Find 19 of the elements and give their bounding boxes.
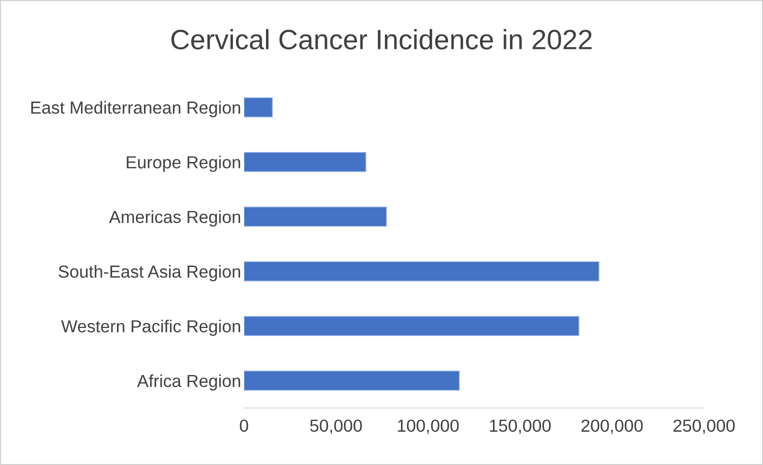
x-tick-label: 50,000 bbox=[310, 420, 362, 434]
y-tick-label: Americas Region bbox=[109, 210, 240, 227]
y-tick-label: East Mediterranean Region bbox=[31, 101, 240, 118]
x-tick-label: 100,000 bbox=[398, 420, 459, 434]
bar bbox=[244, 206, 387, 227]
y-tick-label: Western Pacific Region bbox=[61, 320, 240, 336]
y-tick-label: South-East Asia Region bbox=[58, 265, 240, 282]
x-tick-label: 150,000 bbox=[490, 420, 551, 434]
bar bbox=[244, 316, 580, 336]
y-tick-label: Africa Region bbox=[137, 374, 240, 391]
x-tick-label: 200,000 bbox=[582, 420, 643, 434]
bar bbox=[244, 370, 460, 391]
bar bbox=[244, 97, 273, 118]
bar bbox=[244, 152, 366, 172]
x-tick-label: 250,000 bbox=[674, 420, 735, 434]
y-tick-label: Europe Region bbox=[126, 156, 240, 172]
bar bbox=[244, 261, 600, 282]
x-tick-label: 0 bbox=[240, 420, 248, 432]
chart-title: Cervical Cancer Incidence in 2022 bbox=[171, 29, 592, 50]
